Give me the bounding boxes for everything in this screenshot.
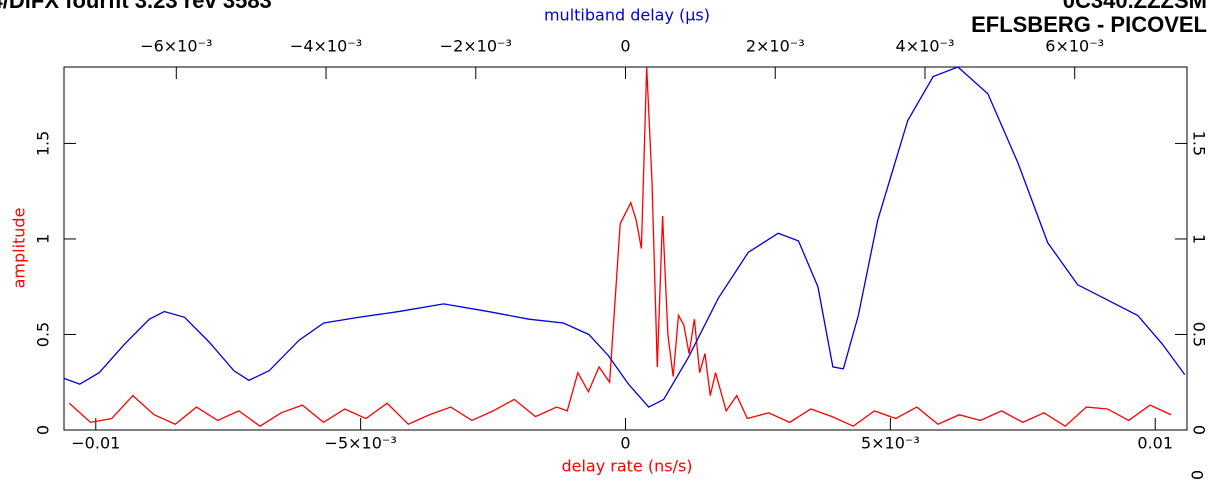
- plot-frame: [63, 66, 1188, 431]
- y-axis-label: amplitude: [10, 208, 29, 289]
- x2-axis-label: multiband delay (μs): [544, 6, 710, 25]
- x-tick-label: −0.01: [71, 434, 120, 453]
- x2-tick-label: −2×10⁻³: [440, 37, 512, 56]
- y-tick-label: 1: [1190, 234, 1209, 244]
- title-right: 0C340.ZZZSM: [1063, 0, 1207, 13]
- corner-label: 0: [1188, 470, 1207, 480]
- y-tick-label: 1.5: [1190, 131, 1209, 156]
- data-line: [63, 66, 1186, 408]
- x2-tick-label: 4×10⁻³: [896, 37, 955, 56]
- y-tick-label: 0.5: [1190, 322, 1209, 347]
- y-tick-label: 0.5: [34, 322, 53, 347]
- data-line: [68, 66, 1172, 427]
- y-tick-label: 1.5: [34, 131, 53, 156]
- x-axis-label: delay rate (ns/s): [561, 457, 692, 476]
- x2-tick-label: −6×10⁻³: [140, 37, 212, 56]
- x-tick-label: 0.01: [1137, 434, 1173, 453]
- y-tick-label: 1: [34, 234, 53, 244]
- x-tick-label: 5×10⁻³: [861, 434, 920, 453]
- title-left: Mk4/DiFX fourfit 3.23 rev 3583: [0, 0, 272, 13]
- x-tick-label: 0: [620, 434, 630, 453]
- y-tick-label: 0: [1190, 425, 1209, 435]
- x2-tick-label: 2×10⁻³: [746, 37, 805, 56]
- subtitle-right: EFLSBERG - PICOVEL: [971, 12, 1207, 37]
- x2-tick-label: 0: [620, 37, 630, 56]
- x2-tick-label: 6×10⁻³: [1045, 37, 1104, 56]
- x2-tick-label: −4×10⁻³: [290, 37, 362, 56]
- y-tick-label: 0: [34, 425, 53, 435]
- x-tick-label: −5×10⁻³: [325, 434, 397, 453]
